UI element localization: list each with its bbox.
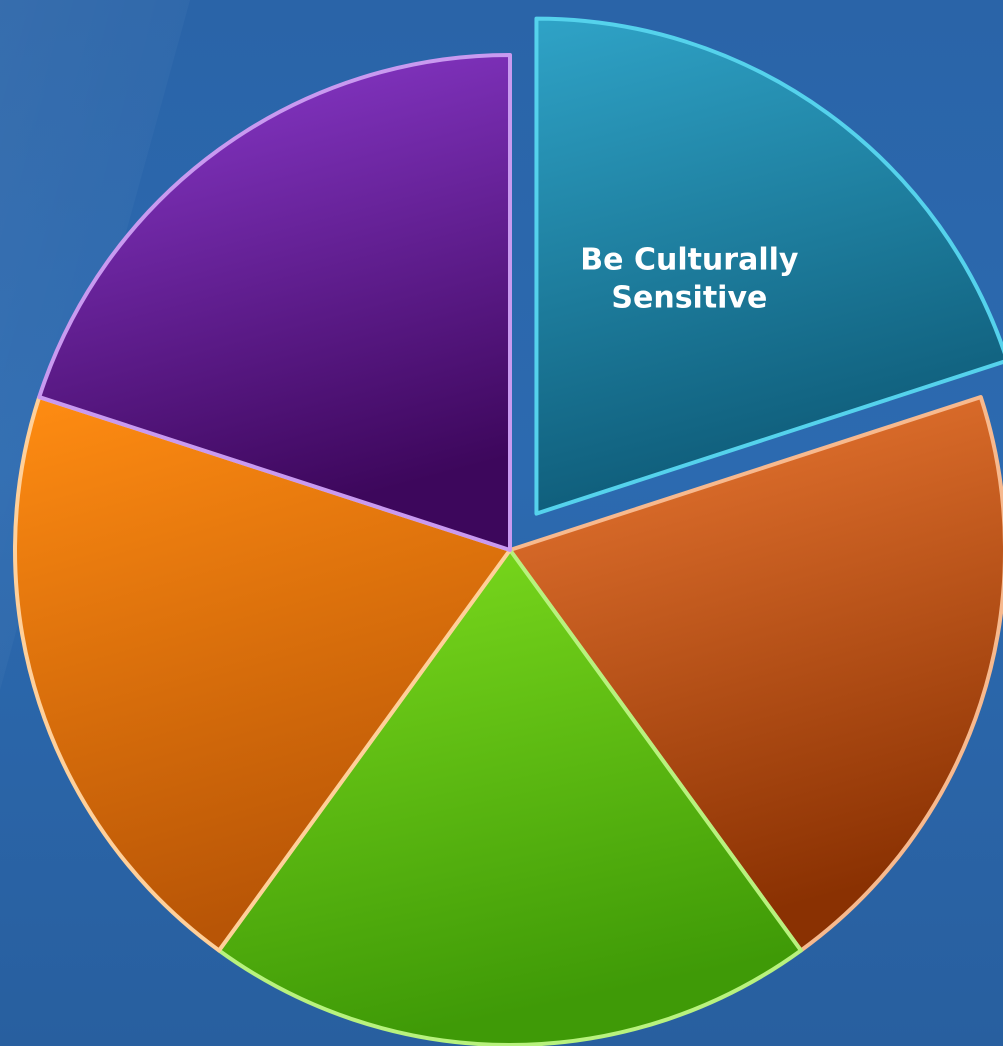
pie-slice-1 bbox=[534, 16, 1003, 516]
pie-slice-1-label-line-1: Be Culturally bbox=[580, 242, 799, 277]
pie-slices: Be Culturally Sensitive bbox=[13, 16, 1003, 1046]
pie-slice-1-label-line-2: Sensitive bbox=[611, 280, 767, 315]
pie-slice-1-label: Be Culturally Sensitive bbox=[580, 242, 799, 315]
pie-slice-2 bbox=[508, 395, 1003, 953]
pie-slice-3 bbox=[217, 548, 803, 1046]
pie-slice-4 bbox=[13, 395, 512, 953]
pie-slice-5 bbox=[37, 53, 512, 552]
